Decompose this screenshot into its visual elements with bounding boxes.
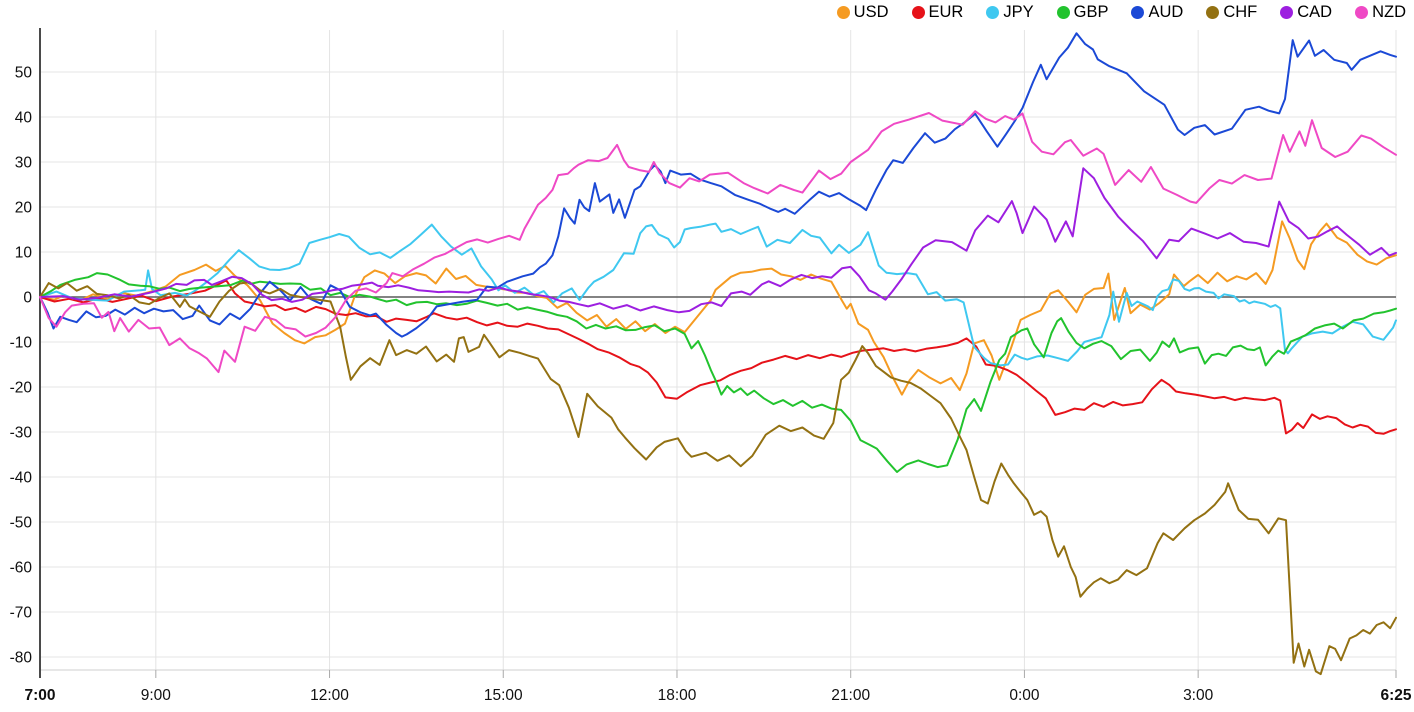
legend-label: CAD [1297, 3, 1333, 21]
x-tick-label: 3:00 [1183, 687, 1214, 704]
legend-label: USD [853, 3, 889, 21]
series-line-CHF [39, 281, 1397, 676]
x-tick-label: 18:00 [658, 687, 697, 704]
y-axis-labels: 50 40 30 20 10 0 -10 -20 -30 -40 -50 -60 -70 -80 [10, 65, 33, 667]
series-line-EUR [39, 279, 1397, 435]
series-line-NZD [39, 110, 1397, 374]
y-tick-label: 40 [15, 110, 33, 127]
series-line-JPY [39, 222, 1397, 367]
legend-swatch-icon [1280, 6, 1294, 19]
legend-item-GBP[interactable]: GBP [1056, 3, 1109, 22]
y-tick-label: -10 [10, 335, 33, 352]
x-tick-label: 9:00 [141, 687, 172, 704]
y-tick-label: -30 [10, 425, 33, 442]
x-tick-label: 12:00 [310, 687, 349, 704]
legend-swatch-icon [1355, 6, 1369, 19]
legend-label: NZD [1372, 3, 1406, 21]
legend-label: EUR [928, 3, 964, 21]
series-line-AUD [39, 32, 1397, 338]
legend-swatch-icon [1206, 6, 1220, 19]
y-tick-label: 30 [15, 155, 33, 172]
legend-item-CHF[interactable]: CHF [1206, 3, 1257, 22]
legend-item-AUD[interactable]: AUD [1131, 3, 1183, 22]
legend-swatch-icon [836, 6, 850, 19]
x-tick-label: 0:00 [1009, 687, 1040, 704]
y-tick-label: 20 [15, 200, 33, 217]
legend-label: AUD [1148, 3, 1184, 21]
legend-item-JPY[interactable]: JPY [986, 3, 1034, 22]
x-gridlines [155, 30, 1397, 670]
y-tick-label: -20 [10, 380, 33, 397]
legend-item-CAD[interactable]: CAD [1280, 3, 1332, 22]
x-axis-labels: 7:00 9:00 12:00 15:00 18:00 21:00 0:00 3:00 6:25 [24, 687, 1411, 704]
y-tick-label: -60 [10, 560, 33, 577]
x-tick-label: 6:25 [1380, 687, 1411, 704]
legend-label: CHF [1223, 3, 1258, 21]
y-gridlines [40, 71, 1396, 658]
legend-swatch-icon [1131, 6, 1145, 19]
legend-swatch-icon [911, 6, 925, 19]
legend-item-NZD[interactable]: NZD [1355, 3, 1406, 22]
y-tick-label: 50 [15, 65, 33, 82]
x-tick-label: 21:00 [831, 687, 870, 704]
x-tick-label: 15:00 [484, 687, 523, 704]
y-tick-label: -70 [10, 605, 33, 622]
legend-swatch-icon [1056, 6, 1070, 19]
y-tick-label: 10 [15, 245, 33, 262]
y-tick-label: -40 [10, 470, 33, 487]
series-line-USD [39, 220, 1397, 396]
chart-legend: USD EUR JPY GBP AUD CHF CAD NZD [836, 3, 1406, 22]
y-tick-label: -80 [10, 650, 33, 667]
series-line-GBP [39, 272, 1397, 473]
x-tick-label: 7:00 [24, 687, 55, 704]
legend-item-USD[interactable]: USD [836, 3, 889, 22]
y-tick-label: 0 [23, 290, 32, 307]
y-tick-label: -50 [10, 515, 33, 532]
series-line-CAD [39, 167, 1397, 314]
legend-label: GBP [1073, 3, 1109, 21]
legend-swatch-icon [986, 6, 1000, 19]
x-tick-marks [39, 670, 1397, 678]
legend-label: JPY [1003, 3, 1034, 21]
legend-item-EUR[interactable]: EUR [911, 3, 964, 22]
